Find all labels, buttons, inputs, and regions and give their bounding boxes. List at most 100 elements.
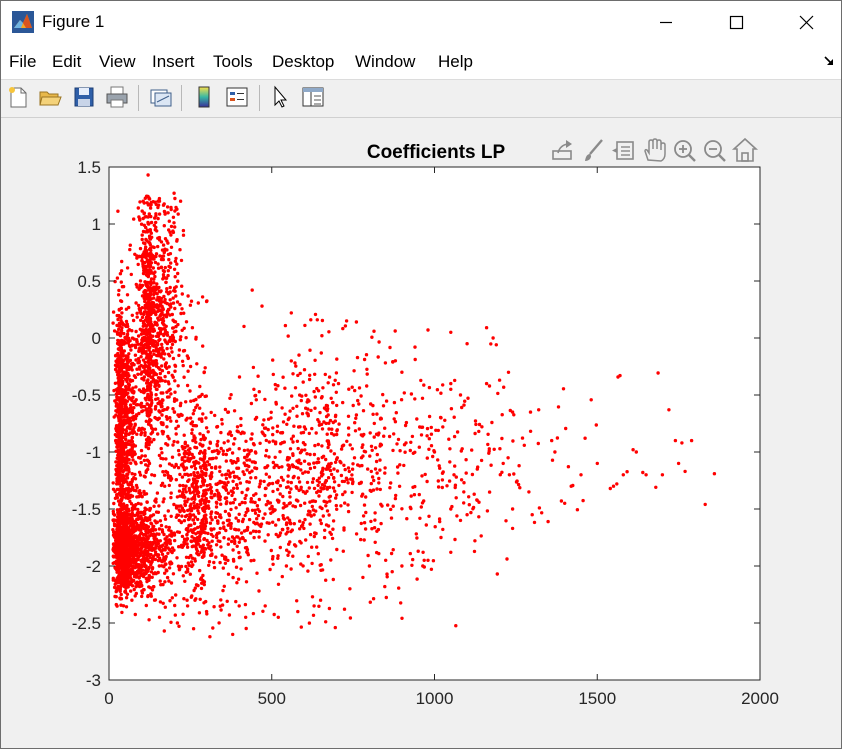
scatter-point bbox=[295, 414, 299, 418]
scatter-point bbox=[112, 501, 116, 506]
scatter-point bbox=[333, 419, 337, 423]
scatter-point bbox=[149, 391, 153, 395]
scatter-point bbox=[140, 431, 144, 435]
print-icon[interactable] bbox=[104, 84, 130, 110]
minimize-button[interactable] bbox=[638, 1, 694, 43]
scatter-point bbox=[151, 310, 155, 315]
save-icon[interactable] bbox=[71, 84, 97, 110]
scatter-point bbox=[138, 246, 143, 251]
scatter-point bbox=[136, 507, 140, 512]
scatter-point bbox=[116, 361, 121, 365]
scatter-point bbox=[145, 516, 149, 520]
scatter-point bbox=[185, 513, 189, 518]
scatter-point bbox=[328, 499, 332, 503]
scatter-point bbox=[625, 470, 629, 474]
scatter-point bbox=[325, 485, 330, 490]
colorbar-icon[interactable] bbox=[191, 84, 217, 110]
menu-edit[interactable]: Edit bbox=[52, 52, 82, 71]
link-plot-icon[interactable] bbox=[147, 84, 173, 110]
scatter-point bbox=[136, 501, 140, 506]
scatter-point bbox=[441, 383, 445, 387]
scatter-point bbox=[136, 342, 140, 346]
scatter-point bbox=[188, 458, 192, 462]
menu-file[interactable]: File bbox=[9, 52, 37, 71]
scatter-point bbox=[310, 561, 314, 566]
menu-insert[interactable]: Insert bbox=[152, 52, 195, 71]
scatter-point bbox=[145, 578, 149, 582]
scatter-point bbox=[438, 466, 442, 470]
scatter-point bbox=[148, 481, 153, 485]
scatter-point bbox=[114, 472, 118, 477]
menu-tools[interactable]: Tools bbox=[213, 52, 253, 71]
scatter-point bbox=[167, 382, 171, 386]
scatter-point bbox=[131, 390, 135, 394]
scatter-point bbox=[186, 529, 190, 534]
scatter-point bbox=[266, 427, 270, 432]
scatter-point bbox=[136, 517, 140, 521]
scatter-point bbox=[190, 483, 194, 487]
close-button[interactable] bbox=[778, 1, 834, 43]
scatter-point bbox=[138, 283, 142, 287]
scatter-point bbox=[139, 460, 143, 465]
scatter-point bbox=[144, 225, 148, 230]
scatter-point bbox=[121, 478, 126, 482]
scatter-point bbox=[273, 455, 277, 459]
scatter-point bbox=[453, 464, 457, 468]
scatter-point bbox=[185, 532, 189, 537]
menu-window[interactable]: Window bbox=[355, 52, 416, 71]
scatter-point bbox=[122, 474, 126, 479]
scatter-point bbox=[139, 448, 144, 453]
scatter-point bbox=[146, 446, 151, 451]
scatter-point bbox=[166, 211, 170, 215]
scatter-point bbox=[506, 370, 511, 374]
scatter-point bbox=[160, 451, 164, 455]
scatter-point bbox=[359, 521, 363, 526]
scatter-plot[interactable]: 0 500 1000 1500 20001.510.50-0.5-1-1.5-2-2.5… bbox=[1, 118, 841, 748]
scatter-point bbox=[127, 483, 131, 487]
new-figure-icon[interactable] bbox=[5, 84, 31, 110]
legend-icon[interactable] bbox=[224, 84, 250, 110]
scatter-point bbox=[419, 505, 423, 509]
scatter-point bbox=[162, 497, 166, 501]
scatter-point bbox=[287, 490, 292, 495]
scatter-point bbox=[174, 294, 178, 298]
scatter-point bbox=[286, 526, 290, 531]
scatter-point bbox=[171, 375, 175, 379]
scatter-point bbox=[133, 423, 137, 427]
scatter-point bbox=[119, 566, 124, 570]
scatter-point bbox=[144, 255, 148, 260]
scatter-point bbox=[188, 416, 193, 420]
scatter-point bbox=[303, 323, 307, 328]
scatter-point bbox=[156, 205, 160, 210]
scatter-point bbox=[402, 463, 406, 468]
scatter-point bbox=[150, 575, 154, 579]
open-file-icon[interactable] bbox=[37, 84, 63, 110]
scatter-point bbox=[173, 339, 177, 344]
scatter-point bbox=[118, 596, 122, 600]
title-bar[interactable]: Figure 1 bbox=[1, 1, 841, 43]
scatter-point bbox=[448, 447, 452, 451]
edit-plot-icon[interactable] bbox=[267, 84, 293, 110]
scatter-point bbox=[500, 413, 504, 417]
scatter-point bbox=[185, 451, 189, 456]
scatter-point bbox=[225, 599, 229, 603]
menu-view[interactable]: View bbox=[99, 52, 136, 71]
scatter-point bbox=[219, 545, 223, 549]
scatter-point bbox=[145, 239, 149, 243]
scatter-point bbox=[125, 379, 129, 384]
scatter-point bbox=[136, 334, 141, 338]
scatter-point bbox=[118, 537, 123, 542]
menu-help[interactable]: Help bbox=[438, 52, 473, 71]
scatter-point bbox=[191, 563, 195, 567]
property-inspector-icon[interactable] bbox=[300, 84, 326, 110]
scatter-point bbox=[199, 484, 203, 489]
menu-desktop[interactable]: Desktop bbox=[272, 52, 335, 71]
scatter-point bbox=[143, 550, 148, 554]
scatter-point bbox=[236, 577, 241, 581]
maximize-button[interactable] bbox=[708, 1, 764, 43]
scatter-point bbox=[447, 479, 452, 483]
dock-arrow-icon[interactable] bbox=[823, 55, 835, 67]
scatter-point bbox=[209, 528, 214, 532]
scatter-point bbox=[201, 451, 205, 455]
scatter-point bbox=[271, 520, 275, 524]
